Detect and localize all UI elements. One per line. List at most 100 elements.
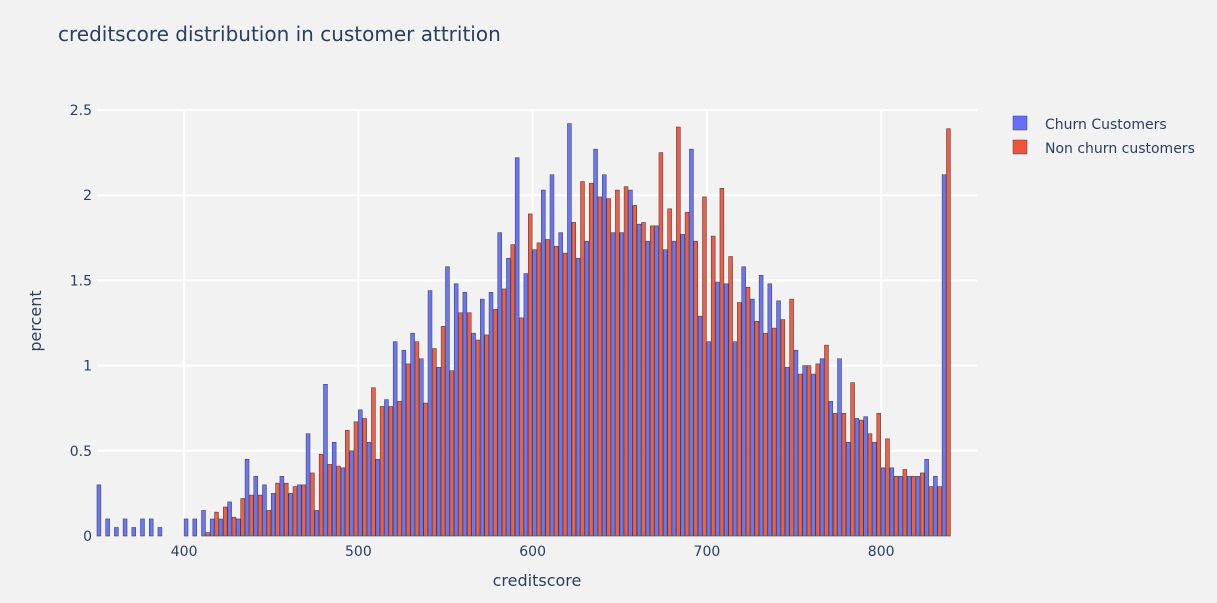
bar-churn[interactable] bbox=[384, 399, 389, 537]
bar-non-churn[interactable] bbox=[902, 469, 908, 537]
bar-churn[interactable] bbox=[541, 189, 546, 537]
bar-churn[interactable] bbox=[340, 467, 346, 537]
bar-churn[interactable] bbox=[279, 476, 285, 537]
bar-churn[interactable] bbox=[680, 234, 685, 537]
bar-churn[interactable] bbox=[915, 476, 921, 537]
bar-churn[interactable] bbox=[689, 148, 694, 537]
bar-churn[interactable] bbox=[497, 232, 502, 537]
bar-non-churn[interactable] bbox=[937, 486, 942, 537]
bar-non-churn[interactable] bbox=[710, 235, 716, 537]
bar-non-churn[interactable] bbox=[223, 506, 228, 537]
bar-churn[interactable] bbox=[436, 366, 441, 537]
bar-churn[interactable] bbox=[244, 459, 250, 537]
bar-non-churn[interactable] bbox=[205, 532, 211, 537]
bar-non-churn[interactable] bbox=[789, 298, 794, 537]
bar-churn[interactable] bbox=[114, 527, 119, 537]
bar-churn[interactable] bbox=[793, 349, 799, 537]
bar-churn[interactable] bbox=[140, 518, 145, 537]
bar-churn[interactable] bbox=[105, 518, 110, 537]
bar-churn[interactable] bbox=[602, 174, 607, 537]
bar-non-churn[interactable] bbox=[345, 430, 350, 537]
bar-churn[interactable] bbox=[724, 283, 729, 537]
bar-non-churn[interactable] bbox=[562, 252, 568, 537]
bar-non-churn[interactable] bbox=[728, 256, 733, 537]
bar-churn[interactable] bbox=[863, 416, 868, 537]
bar-churn[interactable] bbox=[366, 441, 372, 537]
bar-non-churn[interactable] bbox=[231, 516, 237, 537]
bar-churn[interactable] bbox=[270, 493, 276, 537]
bar-non-churn[interactable] bbox=[214, 511, 219, 537]
bar-non-churn[interactable] bbox=[414, 341, 420, 537]
bar-churn[interactable] bbox=[898, 476, 903, 537]
bar-non-churn[interactable] bbox=[406, 363, 411, 537]
bar-non-churn[interactable] bbox=[449, 370, 455, 537]
bar-churn[interactable] bbox=[610, 232, 616, 537]
bar-churn[interactable] bbox=[785, 366, 790, 537]
bar-non-churn[interactable] bbox=[615, 189, 620, 537]
bar-churn[interactable] bbox=[654, 225, 659, 537]
bar-non-churn[interactable] bbox=[519, 317, 524, 537]
bar-non-churn[interactable] bbox=[493, 309, 498, 537]
bar-churn[interactable] bbox=[732, 341, 738, 537]
bar-non-churn[interactable] bbox=[249, 494, 254, 537]
bar-non-churn[interactable] bbox=[318, 453, 324, 537]
bar-non-churn[interactable] bbox=[763, 332, 768, 537]
bar-churn[interactable] bbox=[575, 257, 581, 537]
bar-churn[interactable] bbox=[358, 409, 363, 537]
bar-churn[interactable] bbox=[262, 484, 267, 537]
bar-churn[interactable] bbox=[375, 459, 380, 537]
bar-churn[interactable] bbox=[227, 501, 232, 537]
bar-churn[interactable] bbox=[697, 315, 703, 537]
bar-non-churn[interactable] bbox=[885, 438, 890, 537]
bar-churn[interactable] bbox=[514, 157, 520, 537]
bar-non-churn[interactable] bbox=[684, 211, 690, 537]
bar-churn[interactable] bbox=[401, 349, 407, 537]
bar-churn[interactable] bbox=[349, 450, 354, 537]
bar-churn[interactable] bbox=[331, 441, 337, 537]
bar-churn[interactable] bbox=[811, 373, 816, 537]
bar-churn[interactable] bbox=[131, 527, 137, 537]
bar-churn[interactable] bbox=[462, 292, 468, 537]
bar-churn[interactable] bbox=[532, 249, 537, 537]
bar-churn[interactable] bbox=[776, 300, 781, 537]
bar-churn[interactable] bbox=[209, 518, 215, 537]
bar-non-churn[interactable] bbox=[336, 465, 341, 537]
bar-non-churn[interactable] bbox=[702, 196, 707, 537]
bar-non-churn[interactable] bbox=[798, 373, 803, 537]
bar-churn[interactable] bbox=[741, 266, 746, 537]
legend-item-churn[interactable]: Churn Customers bbox=[1012, 115, 1167, 133]
bar-non-churn[interactable] bbox=[737, 302, 742, 537]
bar-churn[interactable] bbox=[314, 510, 319, 537]
bar-churn[interactable] bbox=[802, 365, 807, 537]
bar-non-churn[interactable] bbox=[780, 319, 786, 537]
bar-non-churn[interactable] bbox=[371, 387, 376, 537]
bar-churn[interactable] bbox=[183, 518, 189, 537]
bar-churn[interactable] bbox=[445, 266, 450, 537]
bar-non-churn[interactable] bbox=[745, 286, 751, 537]
bar-churn[interactable] bbox=[593, 148, 598, 537]
bar-churn[interactable] bbox=[671, 240, 677, 537]
bar-churn[interactable] bbox=[419, 358, 424, 537]
bar-churn[interactable] bbox=[523, 273, 529, 537]
bar-churn[interactable] bbox=[619, 232, 624, 537]
bar-churn[interactable] bbox=[506, 257, 511, 537]
bar-churn[interactable] bbox=[558, 232, 563, 537]
bar-churn[interactable] bbox=[889, 467, 895, 537]
bar-non-churn[interactable] bbox=[841, 413, 847, 537]
bar-churn[interactable] bbox=[218, 518, 224, 537]
bar-non-churn[interactable] bbox=[257, 494, 263, 537]
bar-non-churn[interactable] bbox=[658, 152, 664, 537]
bar-churn[interactable] bbox=[924, 459, 929, 537]
bar-churn[interactable] bbox=[880, 467, 886, 537]
bar-churn[interactable] bbox=[297, 484, 302, 537]
bar-non-churn[interactable] bbox=[815, 363, 820, 537]
bar-churn[interactable] bbox=[253, 476, 258, 537]
bar-churn[interactable] bbox=[549, 174, 555, 537]
bar-non-churn[interactable] bbox=[893, 476, 899, 537]
bar-non-churn[interactable] bbox=[676, 126, 681, 537]
bar-churn[interactable] bbox=[828, 401, 834, 537]
bar-non-churn[interactable] bbox=[632, 205, 638, 537]
bar-churn[interactable] bbox=[201, 510, 206, 537]
bar-churn[interactable] bbox=[645, 240, 651, 537]
bar-non-churn[interactable] bbox=[388, 406, 394, 537]
